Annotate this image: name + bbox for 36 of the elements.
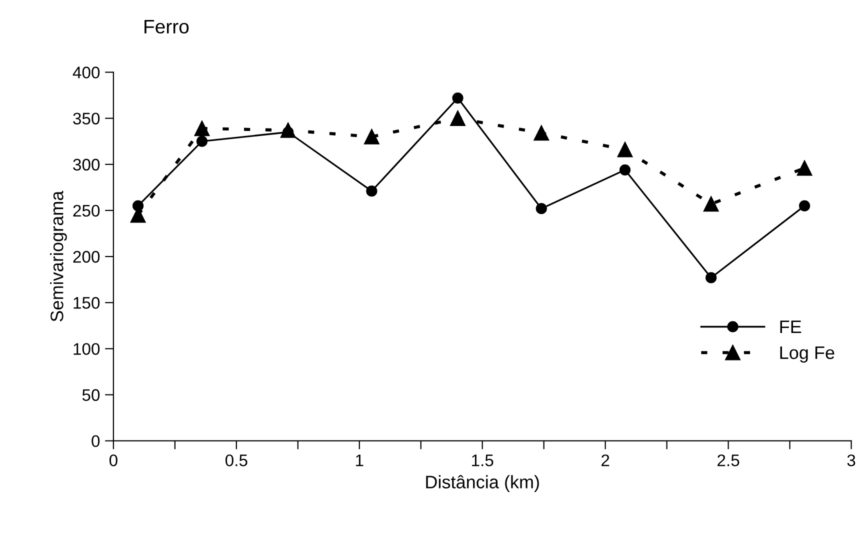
y-tick-label: 150 <box>74 297 100 309</box>
legend-label: Log Fe <box>780 346 834 363</box>
x-tick-label: 1.5 <box>472 454 494 466</box>
y-axis-title: Semivariograma <box>50 190 67 322</box>
point <box>132 200 144 212</box>
point <box>617 142 633 158</box>
point <box>619 164 631 176</box>
point <box>366 186 378 197</box>
point <box>703 196 719 212</box>
x-axis-title: Distância (km) <box>426 475 539 492</box>
x-tick-label: 2.5 <box>718 454 740 466</box>
y-tick-label: 100 <box>74 343 100 355</box>
point <box>536 203 547 214</box>
point <box>364 129 380 144</box>
x-tick-label: 3 <box>847 454 856 466</box>
point <box>452 92 464 104</box>
legend-label: FE <box>780 320 802 334</box>
x-tick-label: 0 <box>109 454 118 466</box>
y-tick-label: 0 <box>92 435 100 448</box>
x-tick-label: 2 <box>602 454 610 466</box>
y-tick-label: 300 <box>73 158 100 171</box>
x-tick-label: 1 <box>356 454 364 466</box>
point <box>706 272 717 284</box>
x-tick-label: 0.5 <box>225 454 248 466</box>
point <box>450 110 466 126</box>
point <box>798 200 810 212</box>
y-tick-label: 250 <box>73 204 100 217</box>
y-tick-label: 350 <box>73 112 100 125</box>
point <box>534 125 550 141</box>
chart-title: Ferro <box>144 20 189 34</box>
point <box>796 160 812 176</box>
y-tick-label: 50 <box>82 389 100 401</box>
point <box>194 120 210 136</box>
y-tick-label: 200 <box>73 250 100 263</box>
point <box>196 136 208 147</box>
y-tick-label: 400 <box>72 66 100 78</box>
